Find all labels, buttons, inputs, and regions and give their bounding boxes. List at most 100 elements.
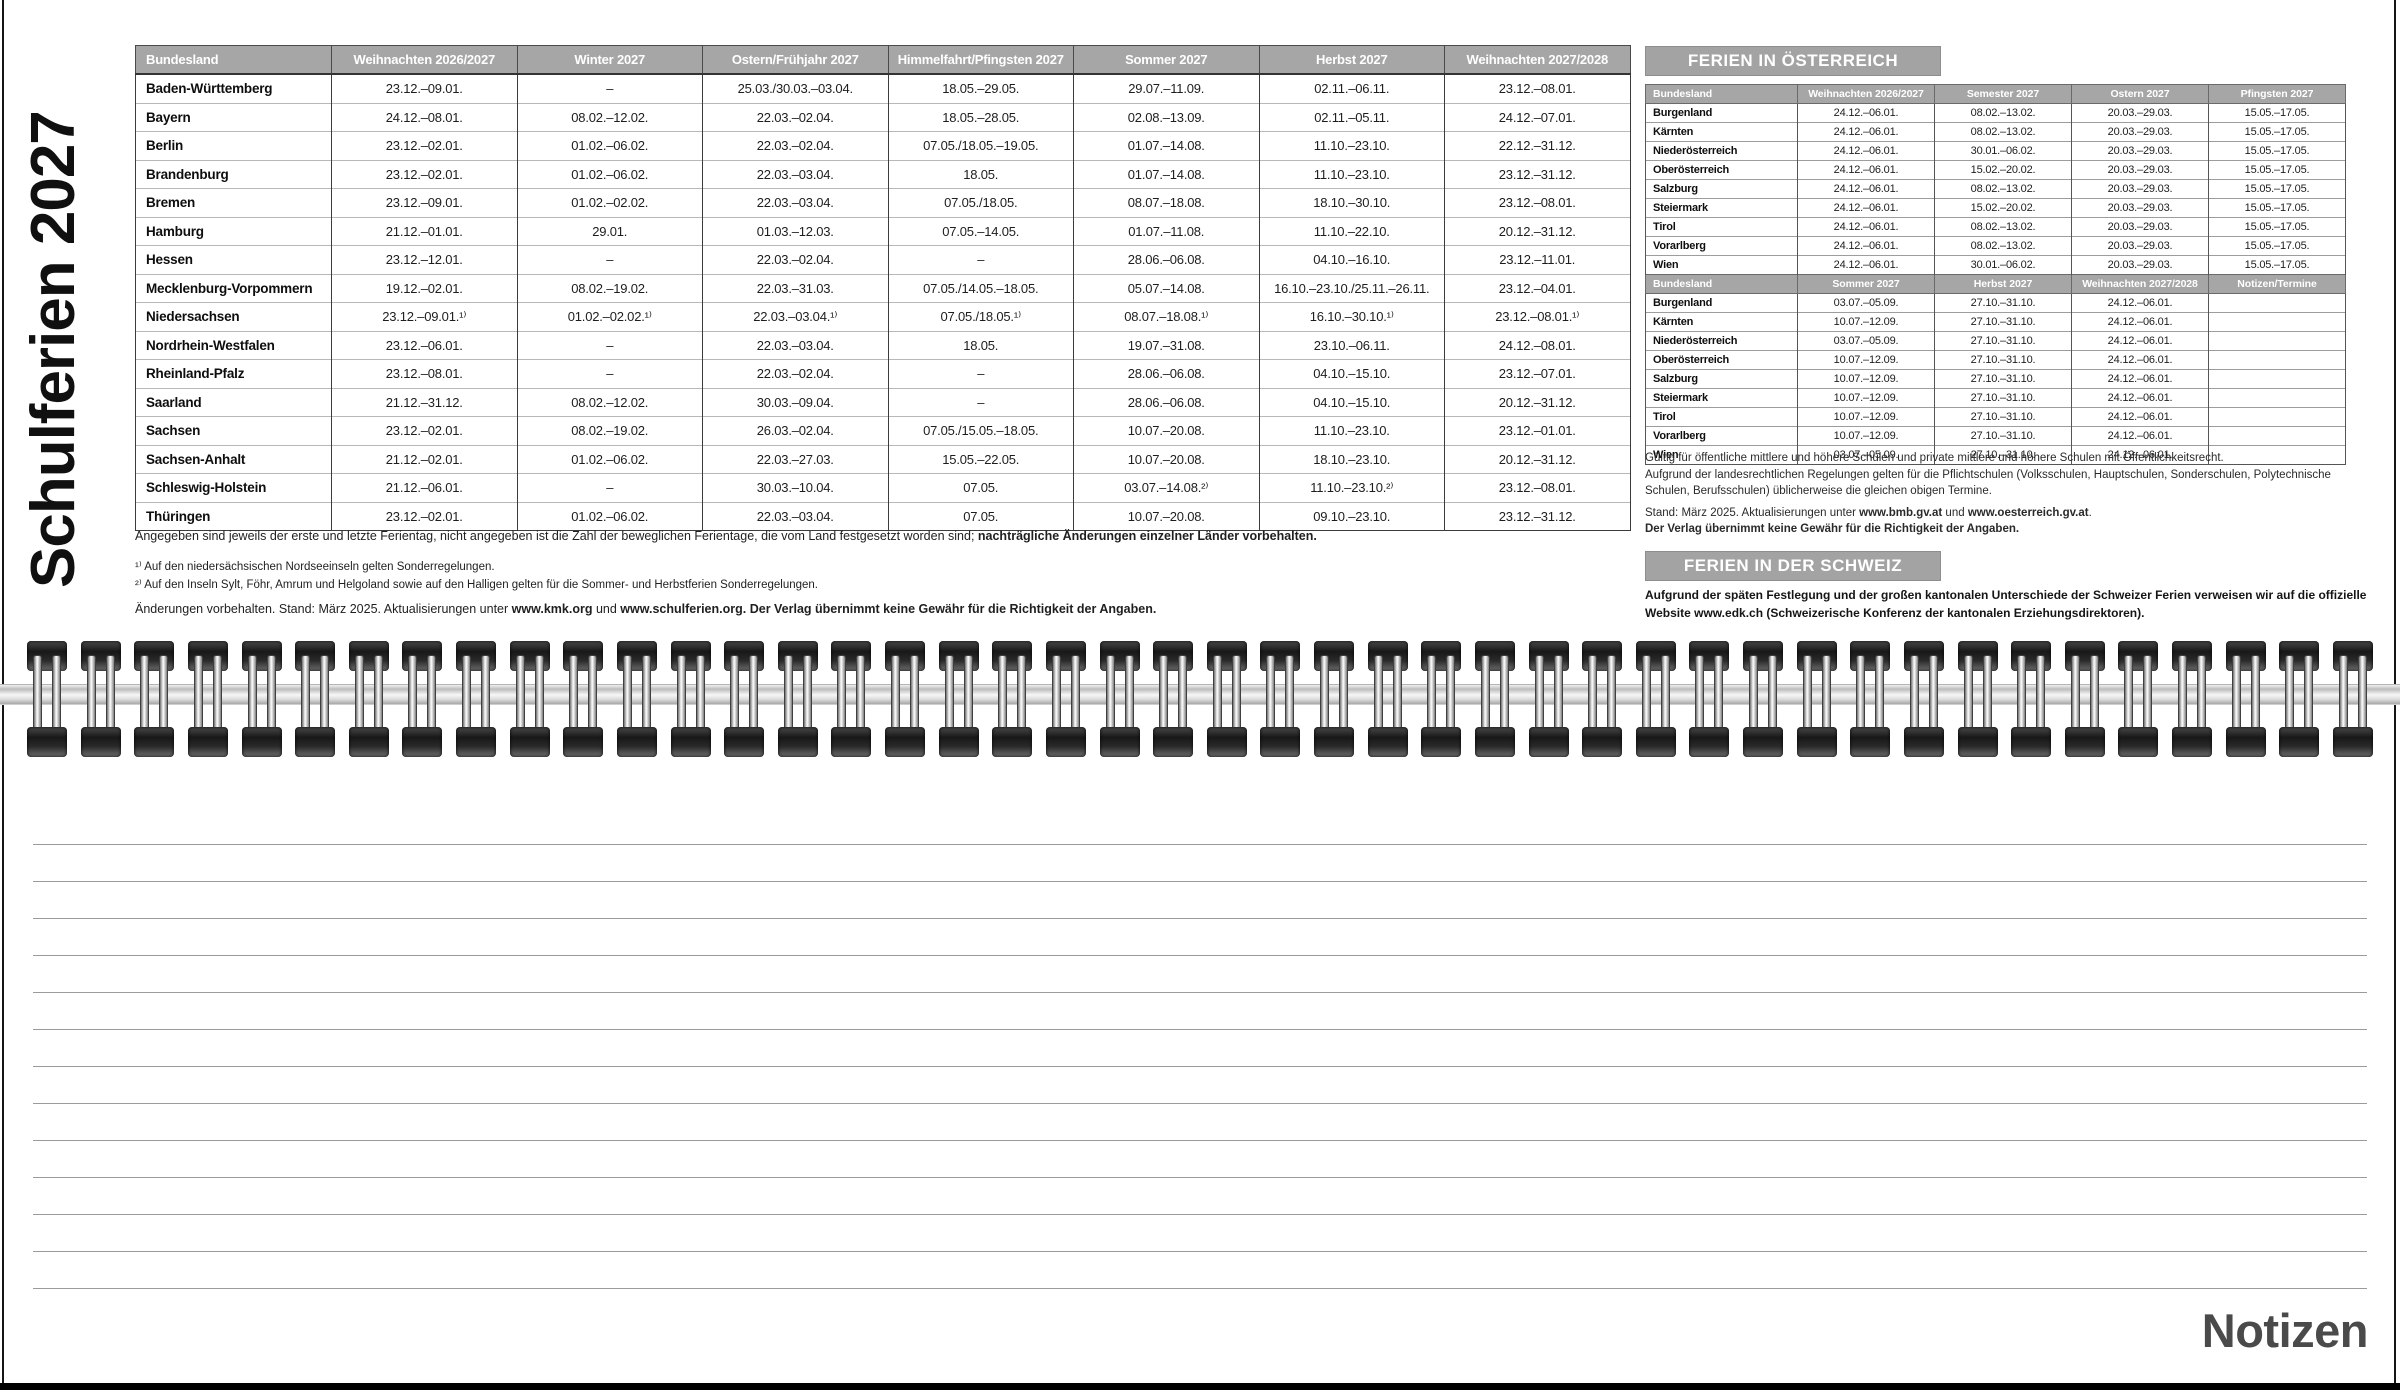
table-row: Tirol 24.12.–06.01. 08.02.–13.02. 20.03.–29… <box>1645 217 2346 237</box>
date-cell: 07.05./18.05. <box>887 188 1074 217</box>
date-cell: 18.05.–29.05. <box>887 73 1074 103</box>
date-cell: 24.12.–06.01. <box>2071 445 2209 465</box>
date-cell: 24.12.–06.01. <box>1797 160 1935 180</box>
table-row: Baden-Württemberg 23.12.–09.01. –25.03./30… <box>135 73 1631 103</box>
header-row: Bundesland Sommer 2027 Herbst 2027 Weihnach… <box>1645 274 2346 294</box>
date-cell: 01.02.–06.02. <box>516 159 703 189</box>
date-cell: 20.12.–31.12. <box>1444 444 1631 474</box>
date-cell: 10.07.–12.09. <box>1797 426 1935 446</box>
date-cell: 24.12.–06.01. <box>2071 407 2209 427</box>
german-footnote-1: ¹⁾ Auf den niedersächsischen Nordseeinse… <box>135 559 1635 575</box>
column-header: Bundesland <box>135 45 332 75</box>
date-cell: 27.10.–31.10. <box>1934 312 2072 332</box>
date-cell: 22.03.–03.04. <box>702 188 889 217</box>
date-cell: 27.10.–31.10. <box>1934 388 2072 408</box>
austria-note-schools: Aufgrund der landesrechtlichen Regelunge… <box>1645 468 2331 498</box>
binding-ring <box>1045 641 1086 757</box>
date-cell: 15.02.–20.02. <box>1934 198 2072 218</box>
state-cell: Bayern <box>135 102 332 132</box>
header-row: Bundesland Weihnachten 2026/2027 Semester … <box>1645 84 2346 104</box>
ruled-line <box>33 844 2367 845</box>
date-cell: 01.07.–14.08. <box>1073 159 1260 189</box>
date-cell: 25.03./30.03.–03.04. <box>702 73 889 103</box>
ruled-line <box>33 1177 2367 1178</box>
date-cell: 18.10.–23.10. <box>1258 444 1445 474</box>
spiral-binding <box>0 641 2400 757</box>
date-cell: 15.05.–17.05. <box>2208 217 2346 237</box>
state-cell: Burgenland <box>1645 103 1798 123</box>
date-cell: 30.01.–06.02. <box>1934 255 2072 275</box>
column-header: Bundesland <box>1645 274 1798 294</box>
austria-table-body: Bundesland Weihnachten 2026/2027 Semester … <box>1645 84 2346 465</box>
date-cell: 01.02.–06.02. <box>516 501 703 531</box>
date-cell: 08.07.–18.08.¹⁾ <box>1073 302 1260 331</box>
date-cell: 15.05.–17.05. <box>2208 160 2346 180</box>
austria-note-validity: Gültig für öffentliche mittlere und höhe… <box>1645 452 2224 464</box>
date-cell: 18.05. <box>887 159 1074 189</box>
column-header: Weihnachten 2027/2028 <box>2071 274 2209 294</box>
binding-ring <box>885 641 925 757</box>
column-header: Herbst 2027 <box>1934 274 2072 294</box>
column-header: Pfingsten 2027 <box>2208 84 2346 104</box>
date-cell: 29.01. <box>516 216 703 246</box>
ruled-line <box>33 1103 2367 1104</box>
binding-ring <box>241 641 282 757</box>
date-cell: 08.02.–19.02. <box>516 416 703 445</box>
state-cell: Bremen <box>135 188 332 217</box>
date-cell: 23.12.–12.01. <box>331 245 518 274</box>
austria-holidays-table: Bundesland Weihnachten 2026/2027 Semester … <box>1645 84 2346 465</box>
date-cell: 23.12.–08.01. <box>1444 73 1631 103</box>
binding-ring <box>1421 641 1462 757</box>
date-cell: 10.07.–12.09. <box>1797 312 1935 332</box>
date-cell: 15.05.–17.05. <box>2208 255 2346 275</box>
date-cell: 23.12.–11.01. <box>1444 245 1631 274</box>
calendar-spine-bar <box>0 684 2400 705</box>
date-cell: – <box>887 359 1074 388</box>
date-cell: 23.12.–09.01.¹⁾ <box>331 302 518 331</box>
table-row: Salzburg 10.07.–12.09. 27.10.–31.10. 24.12.… <box>1645 369 2346 389</box>
date-cell: 15.05.–17.05. <box>2208 198 2346 218</box>
date-cell: 07.05. <box>887 473 1074 502</box>
table-row: Salzburg 24.12.–06.01. 08.02.–13.02. 20.03.… <box>1645 179 2346 199</box>
state-cell: Hessen <box>135 245 332 274</box>
date-cell <box>2208 407 2346 427</box>
column-header: Himmelfahrt/Pfingsten 2027 <box>887 45 1074 75</box>
column-header: Semester 2027 <box>1934 84 2072 104</box>
date-cell: 27.10.–31.10. <box>1934 407 2072 427</box>
date-cell: 20.03.–29.03. <box>2071 179 2209 199</box>
binding-ring <box>80 641 121 757</box>
date-cell: 23.12.–08.01. <box>1444 473 1631 502</box>
binding-ring <box>2172 641 2212 757</box>
date-cell: 24.12.–06.01. <box>2071 293 2209 313</box>
date-cell: 23.12.–04.01. <box>1444 273 1631 303</box>
state-cell: Mecklenburg-Vorpommern <box>135 273 332 303</box>
binding-ring <box>992 641 1033 757</box>
date-cell: 19.12.–02.01. <box>331 273 518 303</box>
date-cell: 23.12.–31.12. <box>1444 501 1631 531</box>
binding-ring <box>2118 641 2159 757</box>
date-cell: 24.12.–06.01. <box>2071 369 2209 389</box>
date-cell: 24.12.–06.01. <box>1797 198 1935 218</box>
date-cell: – <box>887 245 1074 274</box>
binding-ring <box>1099 641 1140 757</box>
text: Stand: März 2025. Aktualisierungen unter <box>1645 506 1860 519</box>
bold-text: www.bmb.gv.at <box>1859 506 1943 519</box>
table-row: Bayern 24.12.–08.01. 08.02.–12.02. 22.03.–0… <box>135 102 1631 132</box>
date-cell: 01.02.–02.02.¹⁾ <box>516 302 703 331</box>
state-cell: Brandenburg <box>135 159 332 189</box>
date-cell: – <box>516 245 703 274</box>
table-row: Sachsen 23.12.–02.01. 08.02.–19.02. 26.03.–… <box>135 416 1631 445</box>
table-row: Hessen 23.12.–12.01. –22.03.–02.04. –28.06.… <box>135 245 1631 274</box>
column-header: Ostern 2027 <box>2071 84 2209 104</box>
german-holidays-table: Bundesland Weihnachten 2026/2027 Winter 20… <box>135 45 1631 531</box>
date-cell: 28.06.–06.08. <box>1073 245 1260 274</box>
switzerland-note: Aufgrund der späten Festlegung und der g… <box>1645 588 2367 620</box>
table-row: Schleswig-Holstein 21.12.–06.01. –30.03.–1… <box>135 473 1631 502</box>
date-cell: 04.10.–15.10. <box>1258 359 1445 388</box>
date-cell: 24.12.–06.01. <box>2071 426 2209 446</box>
date-cell <box>2208 388 2346 408</box>
date-cell: 20.03.–29.03. <box>2071 122 2209 142</box>
state-cell: Sachsen <box>135 416 332 445</box>
date-cell: 23.12.–02.01. <box>331 131 518 160</box>
state-cell: Sachsen-Anhalt <box>135 444 332 474</box>
